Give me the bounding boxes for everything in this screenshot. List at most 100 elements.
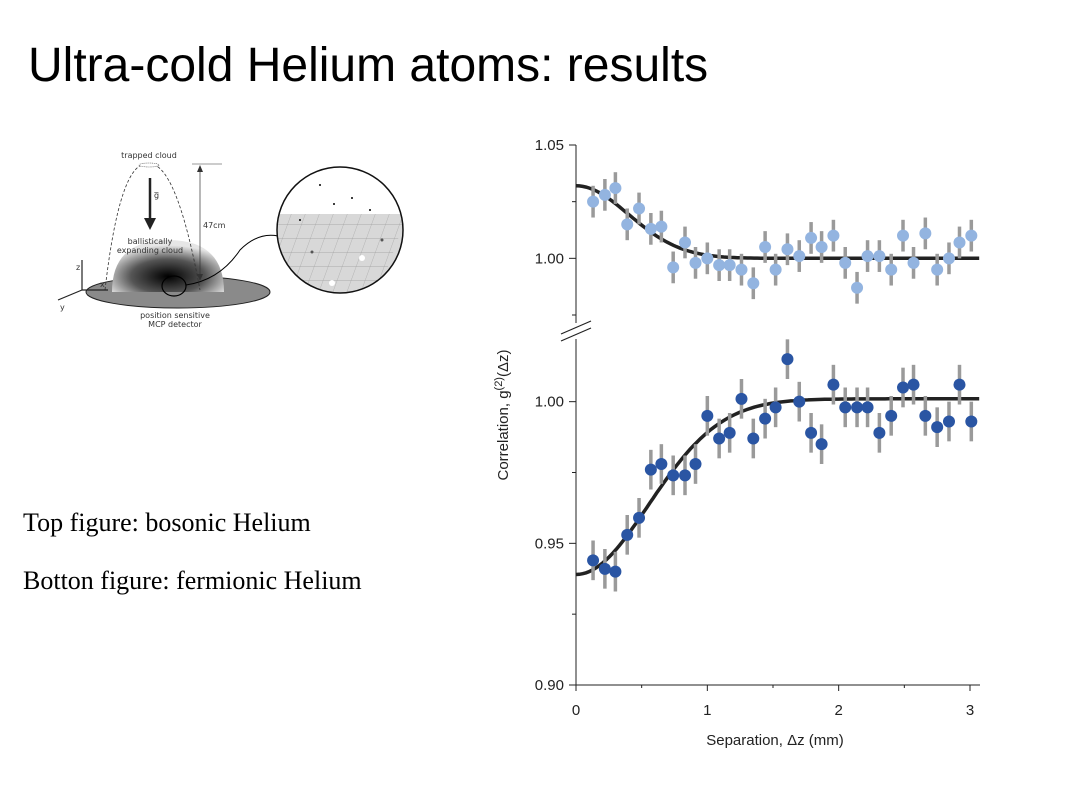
bosonic-data-point — [759, 241, 772, 253]
height-arrow-top — [197, 165, 203, 172]
bosonic-data-point — [953, 236, 966, 249]
fermionic-fit-curve — [575, 397, 980, 577]
bosonic-data-point — [805, 231, 818, 244]
y-axis-title: Correlation, g(2)(Δz) — [493, 349, 512, 480]
bosonic-data-point — [679, 236, 692, 249]
bosonic-data-point — [701, 252, 714, 265]
bosonic-data-point — [621, 218, 634, 231]
fermionic-data-point — [953, 378, 966, 391]
y-tick-label: 0.95 — [535, 535, 564, 552]
gravity-arrowhead — [144, 218, 156, 230]
caption-fermionic: Botton figure: fermionic Helium — [23, 566, 362, 595]
fermionic-data-point — [644, 463, 657, 476]
detector-label-1: position sensitive — [140, 311, 210, 320]
fermionic-data-point — [805, 426, 818, 439]
fermionic-data-point — [759, 412, 772, 425]
fermionic-data-point — [667, 469, 680, 482]
bosonic-data-point — [827, 229, 840, 242]
zoomed-detector-outline — [276, 166, 404, 294]
ballistic-label-2: expanding cloud — [117, 246, 183, 255]
bosonic-data-point — [689, 256, 702, 269]
fermionic-data-point — [679, 469, 692, 482]
axis-break-mark — [560, 320, 592, 335]
fermionic-data-point — [701, 409, 714, 422]
bosonic-data-point — [839, 256, 852, 269]
fermionic-data-point — [861, 401, 874, 414]
bosonic-data-point — [942, 252, 955, 265]
bosonic-data-point — [851, 281, 864, 294]
fermionic-data-point — [873, 426, 886, 439]
fermionic-data-point — [633, 511, 646, 524]
bosonic-data-point — [598, 188, 611, 201]
bosonic-fit-curve — [575, 184, 980, 261]
x-tick-label: 2 — [834, 702, 842, 719]
fermionic-data-point — [942, 415, 955, 428]
bosonic-data-point — [897, 229, 910, 242]
fermionic-data-point — [907, 378, 920, 391]
axis-z-label: z — [76, 263, 80, 272]
bosonic-data-point — [861, 250, 874, 263]
bosonic-data-point — [609, 182, 622, 195]
trapped-cloud-label: trapped cloud — [121, 151, 177, 160]
fermionic-data-point — [735, 392, 748, 405]
fermionic-data-point — [609, 565, 622, 578]
ballistic-label-1: ballistically — [128, 237, 173, 246]
gravity-label: g̅ — [153, 191, 159, 200]
x-tick-label: 1 — [703, 702, 711, 719]
detector-label-2: MCP detector — [148, 320, 202, 329]
axis-y-label: y — [60, 303, 65, 312]
slide-title: Ultra-cold Helium atoms: results — [28, 39, 709, 92]
zoom-connector — [185, 234, 279, 286]
caption-bosonic: Top figure: bosonic Helium — [23, 508, 311, 537]
bosonic-data-point — [931, 263, 944, 276]
experiment-setup-diagram: trapped cloud g̅ ballistically expanding… — [57, 151, 404, 329]
fermionic-data-point — [839, 401, 852, 414]
fermionic-data-point — [919, 409, 932, 422]
fermionic-data-point — [885, 409, 898, 422]
bosonic-data-point — [667, 261, 680, 274]
fermionic-data-point — [851, 401, 864, 414]
fermionic-data-point — [713, 432, 726, 445]
correlation-chart: 0 1 2 3 1.00 1.05 0.90 0.95 1.00 Separation, Δz (… — [493, 137, 980, 749]
bosonic-data-point — [907, 256, 920, 269]
fermionic-data-point — [598, 562, 611, 575]
bosonic-data-point — [781, 243, 794, 256]
height-label: 47cm — [203, 221, 226, 230]
x-axis-title: Separation, Δz (mm) — [706, 732, 844, 749]
axis-x-label: x — [100, 280, 105, 289]
bosonic-data-point — [815, 241, 828, 253]
fermionic-data-point — [655, 458, 668, 470]
y-tick-label: 1.00 — [535, 250, 564, 267]
zoom-region-marker — [161, 275, 187, 297]
fermionic-data-point — [689, 458, 702, 470]
axis-y — [57, 289, 83, 301]
expanding-cloud — [112, 240, 224, 292]
bosonic-data-point — [965, 229, 978, 242]
fermionic-data-point — [931, 421, 944, 434]
fermionic-data-point — [793, 395, 806, 408]
fermionic-data-point — [769, 401, 782, 414]
y-tick-label: 1.00 — [535, 394, 564, 411]
bosonic-data-point — [713, 259, 726, 272]
y-tick-label: 1.05 — [535, 137, 564, 154]
bosonic-data-point — [793, 250, 806, 263]
axis-break-mark — [560, 327, 592, 342]
fermionic-data-point — [781, 353, 794, 366]
bosonic-data-point — [655, 220, 668, 233]
bosonic-data-point — [919, 227, 932, 240]
height-arrow-bottom — [197, 274, 203, 281]
fermionic-data-point — [897, 381, 910, 394]
bosonic-data-point — [633, 202, 646, 215]
y-tick-label: 0.90 — [535, 677, 564, 694]
bosonic-data-point — [885, 263, 898, 276]
trapped-cloud-marker — [138, 162, 160, 168]
bosonic-data-point — [873, 250, 886, 263]
bosonic-data-point — [769, 263, 782, 276]
bosonic-data-point — [587, 195, 600, 208]
bosonic-data-point — [747, 277, 760, 290]
fermionic-data-point — [827, 378, 840, 391]
fermionic-data-point — [723, 426, 736, 439]
fermionic-data-point — [587, 554, 600, 567]
fermionic-data-point — [815, 438, 828, 451]
fermionic-data-point — [621, 528, 634, 541]
